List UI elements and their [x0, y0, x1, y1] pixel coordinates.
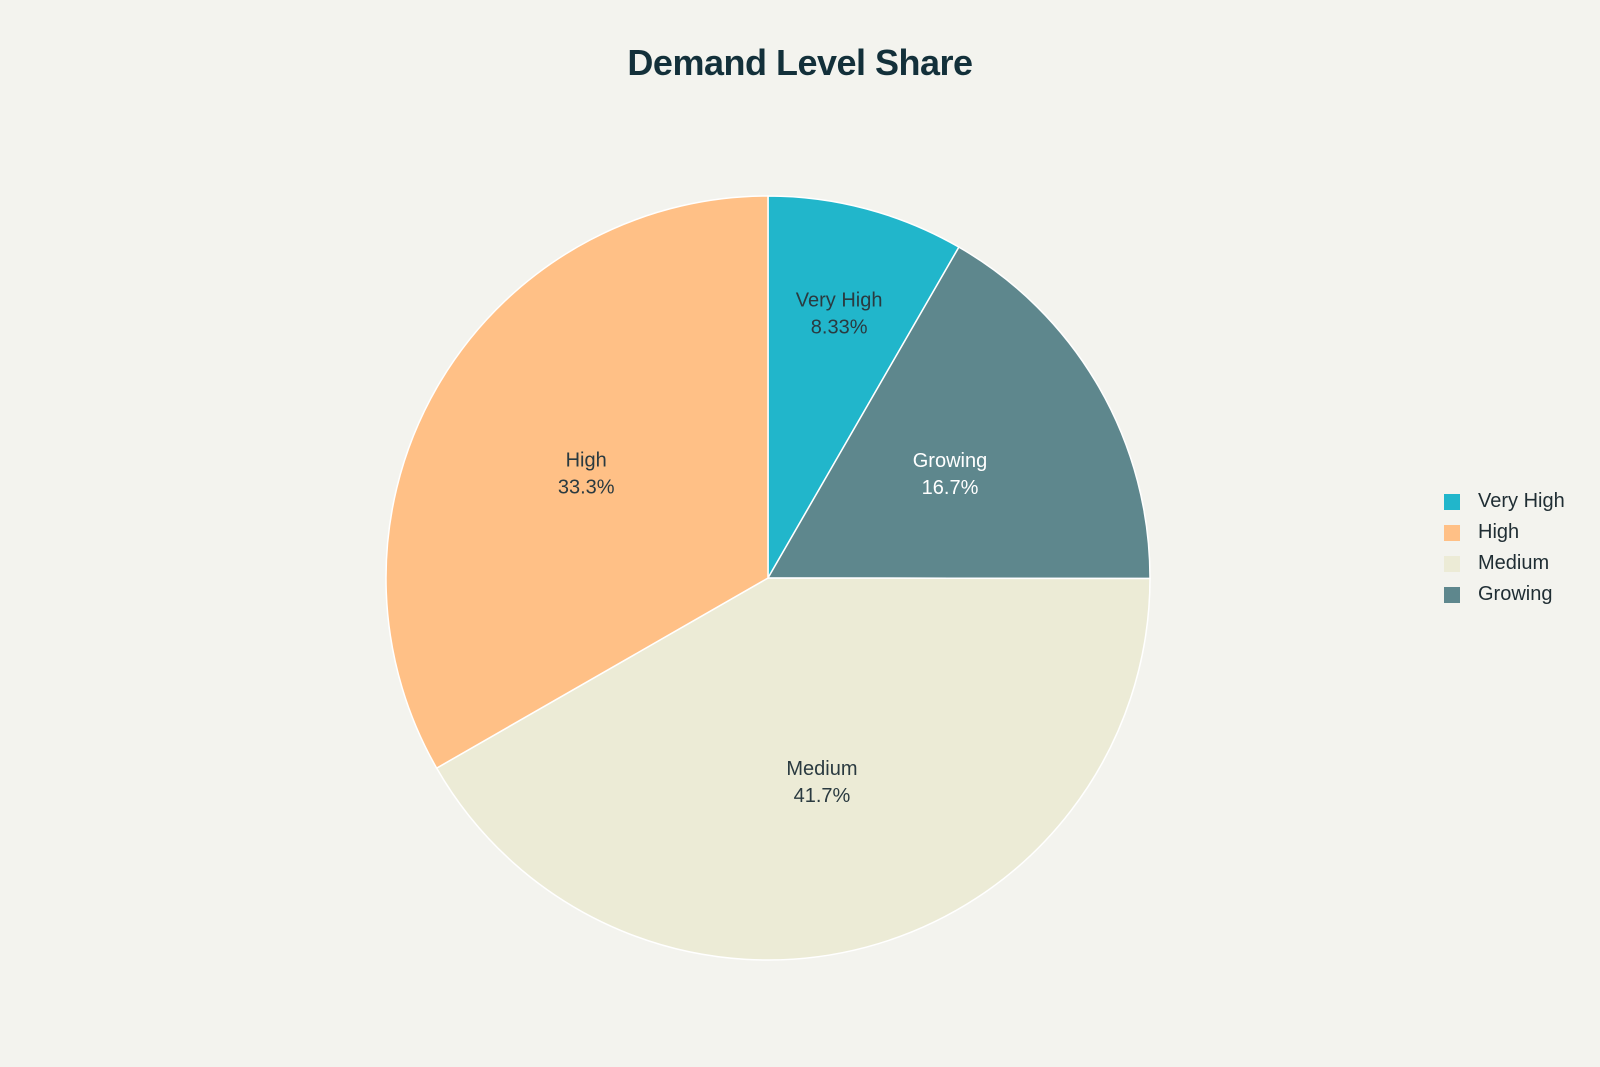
- slice-label-very-high: Very High: [796, 289, 883, 311]
- pie-slice-medium: [435, 577, 1151, 961]
- slice-value-medium: 41.7%: [794, 785, 851, 807]
- slice-label-growing: Growing: [913, 450, 987, 472]
- legend-label-very-high: Very High: [1478, 490, 1565, 512]
- legend-label-growing: Growing: [1478, 583, 1553, 605]
- legend-swatch-high: [1444, 524, 1460, 541]
- legend-item-high[interactable]: High: [1444, 517, 1565, 548]
- legend-swatch-growing: [1444, 586, 1460, 603]
- legend-item-growing[interactable]: Growing: [1444, 579, 1565, 610]
- pie-slice-growing: [766, 246, 1151, 580]
- pie-slice-high: [385, 195, 769, 770]
- legend-label-high: High: [1478, 521, 1520, 543]
- legend-item-very-high[interactable]: Very High: [1444, 486, 1565, 517]
- slice-value-growing: 16.7%: [922, 477, 979, 499]
- slice-value-high: 33.3%: [558, 477, 615, 499]
- pie-slice-very-high: [767, 195, 960, 581]
- legend: Very High High Medium Growing: [1444, 486, 1565, 610]
- legend-label-medium: Medium: [1478, 552, 1550, 574]
- slice-value-very-high: 8.33%: [811, 316, 868, 338]
- slice-label-medium: Medium: [786, 758, 857, 780]
- legend-swatch-very-high: [1444, 493, 1460, 510]
- legend-item-medium[interactable]: Medium: [1444, 548, 1565, 579]
- chart-title: Demand Level Share: [627, 42, 973, 83]
- slice-label-high: High: [566, 450, 607, 472]
- legend-swatch-medium: [1444, 555, 1460, 572]
